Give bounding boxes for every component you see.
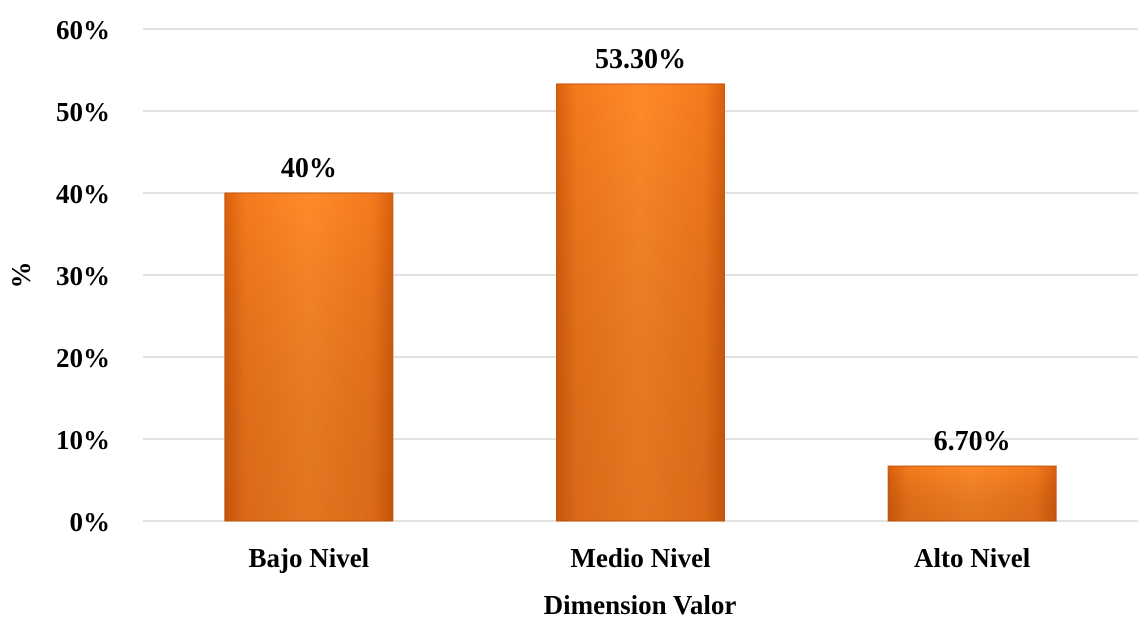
y-axis-ticks: 0% 10% 20% 30% 40% 50% 60% [56, 15, 110, 537]
x-category-label: Bajo Nivel [248, 543, 369, 573]
y-tick-label: 10% [56, 425, 110, 455]
bar-shade [224, 193, 393, 521]
x-axis-title: Dimension Valor [544, 590, 737, 620]
x-category-label: Alto Nivel [914, 543, 1031, 573]
x-axis-categories: Bajo Nivel Medio Nivel Alto Nivel [248, 543, 1030, 573]
x-category-label: Medio Nivel [570, 543, 711, 573]
bar-shade [888, 466, 1057, 521]
data-labels: 40% 53.30% 6.70% [281, 44, 1011, 457]
y-tick-label: 20% [56, 343, 110, 373]
data-label: 53.30% [595, 44, 686, 75]
data-label: 6.70% [934, 426, 1011, 457]
y-tick-label: 50% [56, 97, 110, 127]
y-tick-label: 60% [56, 15, 110, 45]
y-axis-title: % [6, 262, 36, 289]
bars [224, 83, 1057, 522]
data-label: 40% [281, 153, 337, 184]
y-tick-label: 0% [70, 507, 111, 537]
bar-shade [556, 83, 725, 521]
y-tick-label: 40% [56, 179, 110, 209]
y-tick-label: 30% [56, 261, 110, 291]
